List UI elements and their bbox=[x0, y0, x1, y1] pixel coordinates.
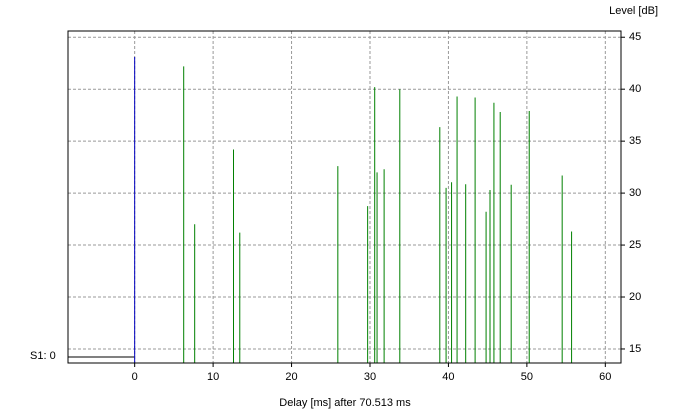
annotation: S1: 0 bbox=[30, 350, 56, 362]
y-tick-label: 40 bbox=[629, 83, 641, 95]
y-tick-label: 25 bbox=[629, 239, 641, 251]
y-tick-label: 15 bbox=[629, 343, 641, 355]
x-tick-label: 30 bbox=[364, 371, 376, 383]
y-tick-label: 30 bbox=[629, 187, 641, 199]
x-tick-label: 40 bbox=[442, 371, 454, 383]
x-tick-label: 60 bbox=[599, 371, 611, 383]
x-tick-label: 10 bbox=[207, 371, 219, 383]
x-tick-label: 0 bbox=[132, 371, 138, 383]
y-tick-label: 20 bbox=[629, 291, 641, 303]
plot-frame bbox=[67, 30, 622, 364]
x-axis-label: Delay [ms] after 70.513 ms bbox=[279, 397, 411, 409]
x-tick-label: 50 bbox=[521, 371, 533, 383]
x-tick-label: 20 bbox=[285, 371, 297, 383]
y-tick-label: 45 bbox=[629, 31, 641, 43]
y-tick-label: 35 bbox=[629, 135, 641, 147]
y-axis-label: Level [dB] bbox=[609, 5, 658, 17]
